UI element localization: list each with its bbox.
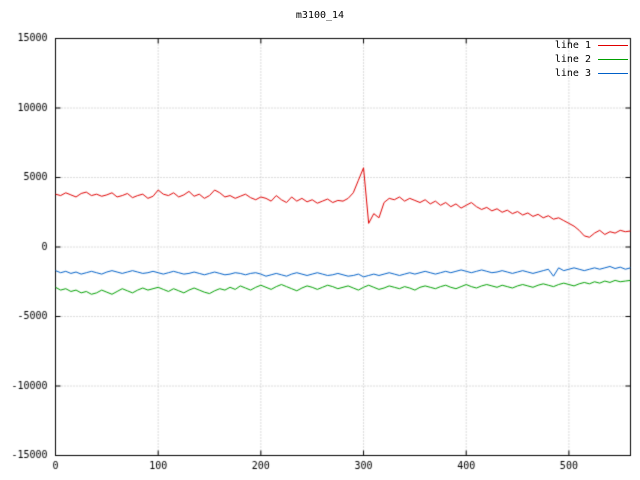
legend: line 1 line 2 line 3 <box>555 40 628 79</box>
legend-item: line 1 <box>555 40 628 51</box>
legend-label: line 3 <box>554 68 591 79</box>
legend-line-swatch <box>598 73 628 74</box>
legend-item: line 3 <box>555 68 628 79</box>
chart-title: m3100_14 <box>295 10 345 21</box>
legend-line-swatch <box>598 45 628 46</box>
legend-label: line 1 <box>554 40 591 51</box>
legend-line-swatch <box>598 59 628 60</box>
legend-label: line 2 <box>554 54 591 65</box>
legend-item: line 2 <box>555 54 628 65</box>
